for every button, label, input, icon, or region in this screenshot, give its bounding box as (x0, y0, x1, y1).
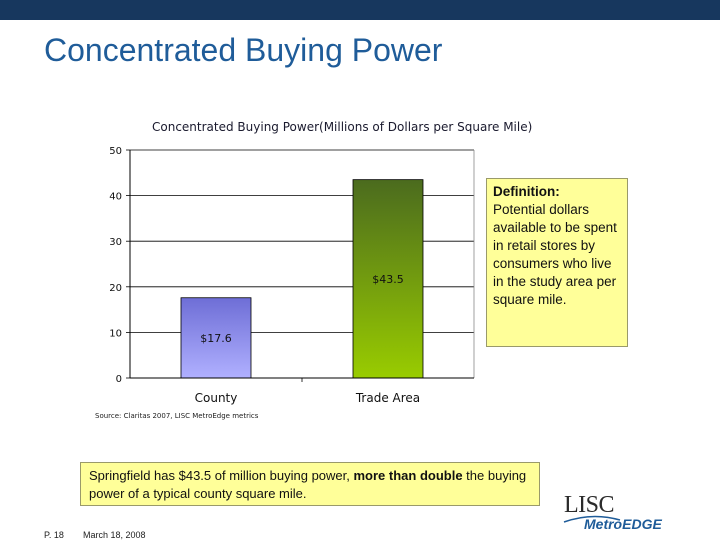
definition-heading: Definition: (493, 184, 560, 199)
bar-trade-area (352, 179, 424, 379)
lisc-metroedge-logo: LISC MetroEDGE (560, 492, 680, 536)
chart-title: Concentrated Buying Power(Millions of Do… (152, 120, 533, 134)
bar-chart: 0 10 20 30 40 50 $17.6 County $43.5 Trade Area (109, 146, 475, 405)
y-tick-label: 30 (109, 237, 122, 248)
summary-callout: Springfield has $43.5 of million buying … (80, 462, 540, 506)
category-label: County (195, 391, 238, 405)
header-bar (0, 0, 720, 20)
page-number: P. 18 (44, 530, 64, 540)
summary-text-emphasis: more than double (353, 468, 463, 483)
logo-lisc-text: LISC (564, 492, 615, 518)
category-label: Trade Area (355, 391, 420, 405)
y-tick-label: 50 (109, 146, 122, 157)
footer-date: March 18, 2008 (83, 530, 146, 540)
summary-text-end: the buying power of a typical county squ… (89, 468, 527, 501)
y-tick-label: 10 (109, 328, 122, 339)
slide-title: Concentrated Buying Power (44, 32, 443, 68)
y-tick-label: 40 (109, 192, 122, 203)
logo-arc-icon (563, 515, 621, 523)
y-tick-label: 20 (109, 283, 122, 294)
definition-text: Potential dollars available to be spent … (493, 202, 617, 307)
data-label: $43.5 (372, 273, 404, 286)
logo-metroedge-text: MetroEDGE (584, 516, 662, 532)
data-label: $17.6 (200, 332, 232, 345)
definition-callout: Definition: Potential dollars available … (486, 178, 628, 347)
bar-county (180, 297, 252, 379)
summary-text-start: Springfield has $43.5 of million buying … (89, 468, 354, 483)
source-note: Source: Claritas 2007, LISC MetroEdge me… (95, 412, 259, 420)
y-tick-label: 0 (116, 374, 122, 385)
